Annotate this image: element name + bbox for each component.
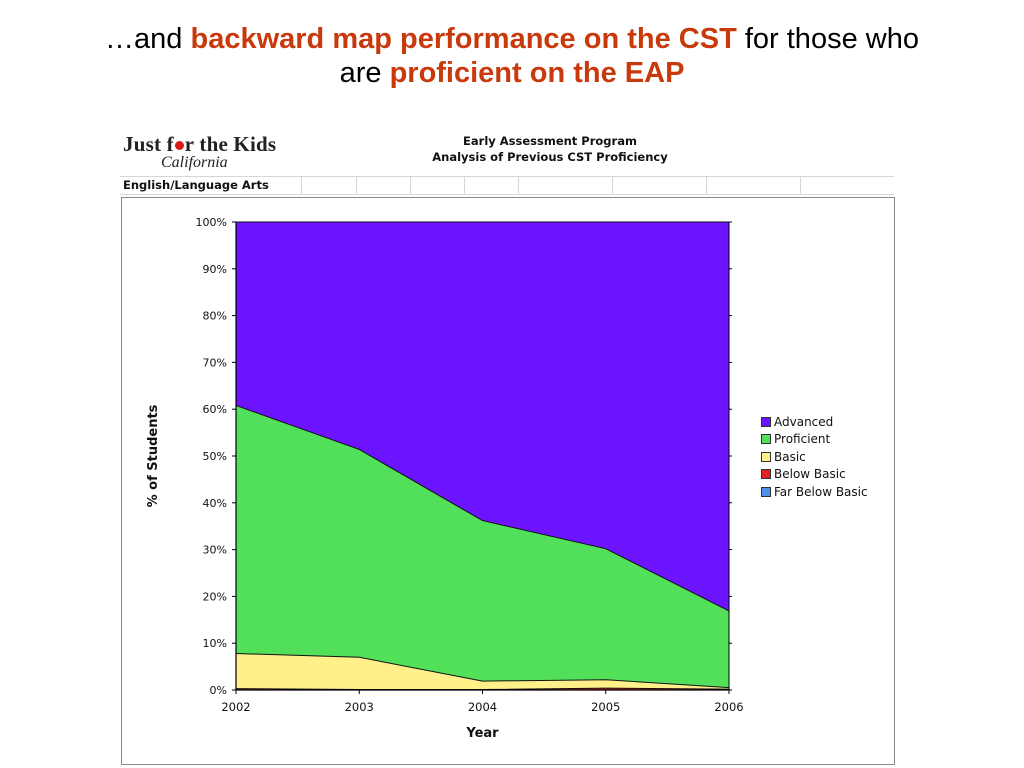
y-tick-label: 50% — [203, 450, 227, 463]
y-tick-label: 40% — [203, 497, 227, 510]
legend-swatch — [761, 434, 771, 445]
y-tick-label: 90% — [203, 263, 227, 276]
y-tick-label: 80% — [203, 310, 227, 323]
legend-item: Advanced — [761, 413, 868, 431]
chart-legend: Advanced Proficient Basic Below Basic Far Be… — [761, 413, 868, 501]
legend-label: Advanced — [774, 414, 834, 429]
grid-divider — [800, 177, 801, 194]
boundary-line-basic — [235, 652, 730, 689]
legend-item: Proficient — [761, 431, 868, 449]
logo-main-text: Just f r the Kids — [123, 132, 276, 157]
subject-row: English/Language Arts — [120, 176, 894, 195]
headline-line-1: …and backward map performance on the CST… — [0, 22, 1024, 56]
legend-label: Far Below Basic — [774, 484, 868, 499]
grid-divider — [464, 177, 465, 194]
x-tick-label: 2006 — [714, 700, 743, 714]
headline-text: for those who — [736, 23, 919, 55]
legend-swatch — [761, 416, 771, 427]
headline-highlight: proficient on the EAP — [389, 57, 685, 89]
headline-text: are — [339, 57, 390, 89]
headline-text: …and — [105, 23, 191, 55]
legend-item: Below Basic — [761, 466, 868, 484]
grid-divider — [410, 177, 411, 194]
y-tick-label: 30% — [203, 544, 227, 557]
y-tick-label: 0% — [210, 684, 227, 697]
y-tick-label: 70% — [203, 356, 227, 369]
legend-swatch — [761, 486, 771, 497]
area-advanced — [236, 222, 729, 611]
grid-divider — [612, 177, 613, 194]
x-axis-title: Year — [465, 726, 499, 741]
just-for-the-kids-logo: Just f r the Kids California — [123, 132, 276, 171]
headline-highlight: backward map performance on the CST — [190, 23, 737, 55]
x-tick-label: 2002 — [221, 700, 250, 714]
y-tick-label: 100% — [196, 216, 227, 229]
legend-label: Below Basic — [774, 467, 846, 482]
area-basic — [236, 653, 729, 690]
report-title-line-2: Analysis of Previous CST Proficiency — [432, 150, 668, 164]
legend-item: Basic — [761, 448, 868, 466]
logo-text-part: Just f — [123, 132, 174, 156]
area-proficient — [236, 405, 729, 688]
grid-divider — [356, 177, 357, 194]
grid-divider — [301, 177, 302, 194]
slide-headline: …and backward map performance on the CST… — [0, 22, 1024, 90]
y-tick-label: 20% — [203, 590, 227, 603]
report-title-line-1: Early Assessment Program — [463, 134, 637, 148]
legend-swatch — [761, 451, 771, 462]
headline-line-2: are proficient on the EAP — [0, 56, 1024, 90]
legend-item: Far Below Basic — [761, 483, 868, 501]
logo-text-part: r the Kids — [184, 132, 277, 156]
y-tick-label: 60% — [203, 403, 227, 416]
y-tick-label: 10% — [203, 637, 227, 650]
x-tick-label: 2004 — [468, 700, 497, 714]
legend-label: Proficient — [774, 432, 831, 447]
grid-divider — [706, 177, 707, 194]
legend-swatch — [761, 469, 771, 480]
apple-icon — [174, 141, 184, 150]
logo-subtitle: California — [161, 154, 228, 171]
report-title: Early Assessment Program Analysis of Pre… — [400, 133, 700, 165]
x-tick-label: 2003 — [345, 700, 374, 714]
y-axis-title: % of Students — [146, 404, 161, 507]
subject-label: English/Language Arts — [123, 178, 269, 192]
legend-label: Basic — [774, 449, 806, 464]
grid-divider — [518, 177, 519, 194]
boundary-line-proficient — [235, 404, 730, 612]
x-tick-label: 2005 — [591, 700, 620, 714]
